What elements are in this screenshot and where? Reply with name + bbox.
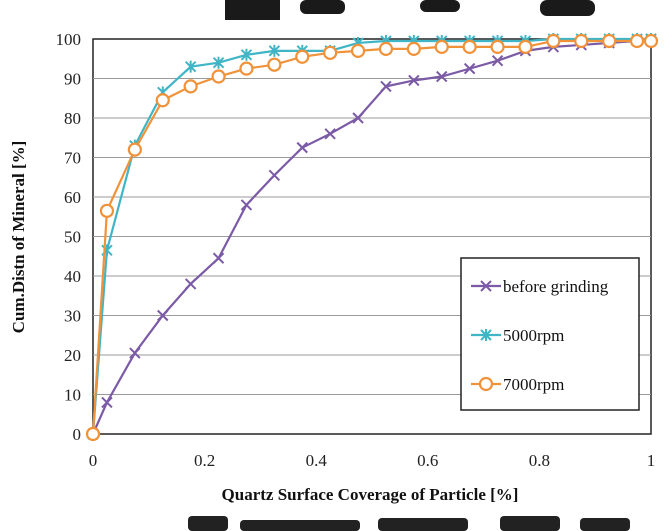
legend-marker — [478, 376, 494, 392]
legend-label: 5000rpm — [503, 326, 564, 345]
data-point — [408, 74, 420, 87]
y-tick-label: 90 — [64, 70, 81, 89]
y-tick-label: 0 — [73, 425, 82, 444]
data-point — [268, 44, 281, 57]
data-point — [490, 39, 505, 55]
y-tick-label: 70 — [64, 149, 81, 168]
data-point — [127, 142, 142, 157]
data-point — [324, 128, 336, 140]
data-point — [99, 203, 115, 218]
legend: before grinding 5000rpm 7000rpm — [460, 257, 640, 411]
y-tick-label: 30 — [64, 307, 81, 326]
x-axis-title: Quartz Surface Coverage of Particle [%] — [222, 485, 519, 504]
data-point — [380, 80, 392, 93]
data-point — [406, 41, 421, 56]
data-point — [463, 62, 476, 75]
x-tick-label: 0 — [89, 451, 98, 470]
data-point — [378, 41, 394, 56]
data-point — [155, 93, 170, 108]
x-tick-label: 1 — [647, 451, 656, 470]
series-line — [91, 37, 651, 435]
data-point — [101, 396, 113, 409]
data-point — [239, 61, 254, 76]
data-point — [434, 39, 449, 55]
top-cropped-text-fragment — [225, 0, 595, 20]
data-point — [268, 169, 281, 181]
series-layer — [85, 33, 659, 442]
y-tick-label: 20 — [64, 346, 81, 365]
data-point — [602, 33, 617, 49]
y-tick-label: 40 — [64, 267, 81, 286]
bottom-cropped-text-fragment — [185, 512, 645, 531]
data-point — [267, 57, 282, 72]
data-point — [350, 43, 366, 58]
data-point — [295, 49, 310, 64]
data-point — [629, 33, 645, 49]
legend-item: before grinding — [471, 277, 609, 296]
legend-label: 7000rpm — [503, 375, 564, 394]
data-point — [352, 112, 364, 124]
series-7000rpm — [85, 33, 659, 442]
legend-label: before grinding — [503, 277, 609, 296]
data-point — [436, 70, 448, 83]
data-point — [462, 39, 477, 55]
y-axis-title: Cum.Distn of Mineral [%] — [9, 141, 28, 334]
data-point — [240, 199, 253, 211]
legend-marker — [480, 280, 492, 292]
data-point — [240, 48, 253, 61]
legend-marker — [480, 329, 492, 341]
data-point — [546, 33, 561, 49]
y-tick-label: 50 — [64, 228, 81, 247]
data-point — [211, 69, 226, 84]
series-line — [91, 37, 652, 435]
x-tick-label: 0.4 — [306, 451, 328, 470]
y-tick-label: 100 — [56, 30, 82, 49]
x-tick-label: 0.2 — [194, 451, 215, 470]
y-tick-label: 80 — [64, 109, 81, 128]
data-point — [574, 33, 589, 49]
data-point — [212, 252, 225, 264]
data-point — [85, 426, 101, 442]
series-line — [91, 39, 651, 435]
y-tick-label: 60 — [64, 188, 81, 207]
data-point — [643, 33, 659, 49]
x-tick-label: 0.8 — [529, 451, 550, 470]
legend-item: 5000rpm — [471, 326, 564, 345]
data-point — [184, 60, 197, 73]
data-point — [518, 39, 533, 55]
x-tick-label: 0.6 — [417, 451, 438, 470]
data-point — [296, 141, 308, 154]
data-point — [323, 45, 338, 60]
data-point — [184, 278, 197, 290]
tick-labels: 0 10 20 30 40 50 60 70 80 90 100 0 0.2 0.4 0.6 0.8 1 — [56, 30, 656, 470]
data-point — [183, 79, 198, 94]
data-point — [491, 55, 504, 67]
y-tick-label: 10 — [64, 386, 81, 405]
legend-item: 7000rpm — [471, 375, 564, 394]
data-point — [157, 309, 169, 322]
data-point — [129, 347, 141, 359]
data-point — [212, 56, 225, 69]
